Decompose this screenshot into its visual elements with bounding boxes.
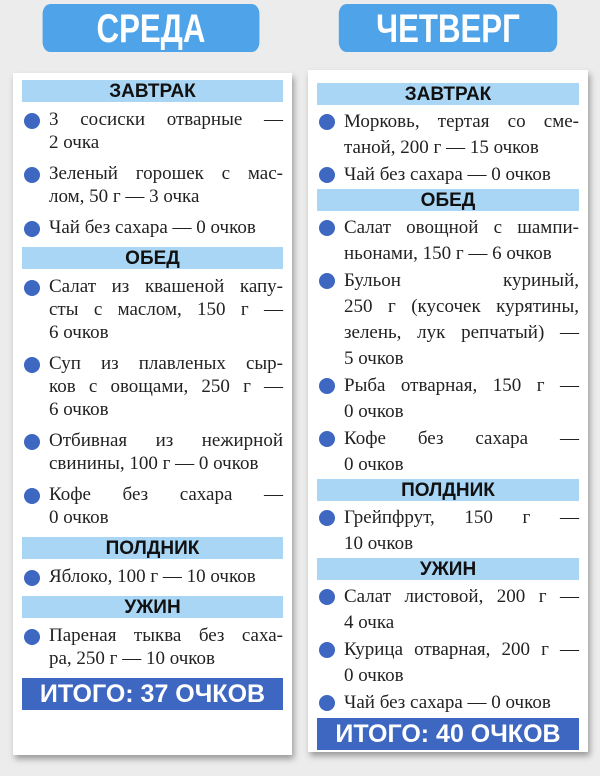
item-text-line: сты с маслом, 150 г — (49, 299, 283, 320)
bullet-icon (319, 510, 335, 526)
item-text-line: 10 очков (344, 533, 414, 554)
bullet-icon (319, 220, 335, 236)
list-item: Кофе без сахара — 0 очков (317, 426, 579, 478)
section-title-bar: УЖИН (317, 558, 579, 580)
list-item: Салат листовой, 200 г — 4 очка (317, 584, 579, 636)
item-text-line: Отбивная из нежирной (49, 430, 283, 451)
item-text-line: свинины, 100 г — 0 очков (49, 453, 259, 474)
item-text-line: Салат листовой, 200 г — (344, 586, 579, 607)
item-text-line: 5 очков (344, 348, 404, 369)
item-text-line: Яблоко, 100 г — 10 очков (49, 566, 256, 587)
list-item: Чай без сахара — 0 очков (317, 690, 579, 716)
item-text-line: Чай без сахара — 0 очков (344, 692, 551, 713)
item-text-line: ньонами, 150 г — 6 очков (344, 243, 552, 264)
item-text-line: ра, 250 г — 10 очков (49, 648, 216, 669)
item-text-line: Грейпфрут, 150 г — (344, 507, 579, 528)
item-text-line: 2 очка (49, 132, 100, 153)
total-points-bar: ИТОГО: 37 ОЧКОВ (22, 678, 283, 710)
list-item: Бульон куриный, 250 г (кусочек курятины, з… (317, 268, 579, 372)
bullet-icon (24, 113, 40, 129)
item-text-line: 6 очков (49, 322, 109, 343)
bullet-icon (24, 629, 40, 645)
list-item: Чай без сахара — 0 очков (22, 216, 283, 239)
item-text-line: Морковь, тертая со сме- (344, 111, 579, 132)
item-text-line: 6 очков (49, 399, 109, 420)
item-text-line: Курица отварная, 200 г — (344, 639, 579, 660)
list-item: Морковь, тертая со сме-таной, 200 г — 15… (317, 109, 579, 161)
item-text-line: ков с овощами, 250 г — (49, 376, 283, 397)
item-text-line: 4 очка (344, 612, 395, 633)
section-title-bar: ОБЕД (22, 247, 283, 269)
item-text-line: Бульон куриный, (344, 270, 579, 291)
section-title-bar: ПОЛДНИК (22, 537, 283, 559)
item-text-line: 0 очков (344, 401, 404, 422)
item-text-line: 250 г (кусочек курятины, (344, 296, 579, 317)
bullet-icon (24, 488, 40, 504)
list-item: Грейпфрут, 150 г — 10 очков (317, 505, 579, 557)
bullet-icon (24, 280, 40, 296)
item-text-line: зелень, лук репчатый) — (344, 322, 579, 343)
section-title-bar: УЖИН (22, 596, 283, 618)
list-item: Отбивная из нежирной свинины, 100 г — 0 о… (22, 429, 283, 475)
list-item: Пареная тыква без саха-ра, 250 г — 10 оч… (22, 624, 283, 670)
bullet-icon (319, 589, 335, 605)
bullet-icon (319, 114, 335, 130)
item-text-line: Чай без сахара — 0 очков (344, 164, 551, 185)
item-text-line: Салат овощной с шампи- (344, 217, 579, 238)
section-title-bar: ОБЕД (317, 189, 579, 211)
bullet-icon (319, 273, 335, 289)
section-title-bar: ЗАВТРАК (317, 83, 579, 105)
item-text-line: 0 очков (344, 665, 404, 686)
list-item: Суп из плавленых сыр-ков с овощами, 250 … (22, 352, 283, 421)
item-text-line: Зеленый горошек с мас- (49, 163, 283, 184)
item-text-line: Суп из плавленых сыр- (49, 353, 283, 374)
item-text-line: 3 сосиски отварные — (49, 109, 283, 130)
menu-card-thursday: ЗАВТРАК Морковь, тертая со сме-таной, 200… (308, 70, 588, 752)
bullet-icon (319, 431, 335, 447)
item-text-line: 0 очков (344, 454, 404, 475)
item-text-line: лом, 50 г — 3 очка (49, 186, 200, 207)
bullet-icon (319, 167, 335, 183)
bullet-icon (319, 695, 335, 711)
bullet-icon (24, 167, 40, 183)
item-text-line: Чай без сахара — 0 очков (49, 217, 256, 238)
bullet-icon (24, 221, 40, 237)
item-text-line: Салат из квашеной капу- (49, 276, 283, 297)
menu-card-wednesday: ЗАВТРАК 3 сосиски отварные —2 очка Зеленый… (13, 73, 292, 755)
list-item: Рыба отварная, 150 г — 0 очков (317, 373, 579, 425)
item-text-line: 0 очков (49, 507, 109, 528)
list-item: 3 сосиски отварные —2 очка (22, 108, 283, 154)
total-points-bar: ИТОГО: 40 ОЧКОВ (317, 718, 579, 750)
day-header-wednesday: СРЕДА (42, 4, 260, 52)
bullet-icon (24, 357, 40, 373)
bullet-icon (319, 378, 335, 394)
list-item: Курица отварная, 200 г — 0 очков (317, 637, 579, 689)
section-title-bar: ЗАВТРАК (22, 80, 283, 102)
section-title-bar: ПОЛДНИК (317, 479, 579, 501)
bullet-icon (24, 570, 40, 586)
day-header-thursday: ЧЕТВЕРГ (338, 4, 558, 52)
bullet-icon (24, 434, 40, 450)
list-item: Яблоко, 100 г — 10 очков (22, 565, 283, 588)
list-item: Чай без сахара — 0 очков (317, 162, 579, 188)
item-text-line: Кофе без сахара — (49, 484, 283, 505)
item-text-line: Рыба отварная, 150 г — (344, 375, 579, 396)
bullet-icon (319, 642, 335, 658)
item-text-line: Пареная тыква без саха- (49, 625, 283, 646)
list-item: Зеленый горошек с мас-лом, 50 г — 3 очка (22, 162, 283, 208)
item-text-line: таной, 200 г — 15 очков (344, 137, 539, 158)
list-item: Салат из квашеной капу-сты с маслом, 150… (22, 275, 283, 344)
item-text-line: Кофе без сахара — (344, 428, 579, 449)
list-item: Салат овощной с шампи-ньонами, 150 г — 6… (317, 215, 579, 267)
list-item: Кофе без сахара —0 очков (22, 483, 283, 529)
